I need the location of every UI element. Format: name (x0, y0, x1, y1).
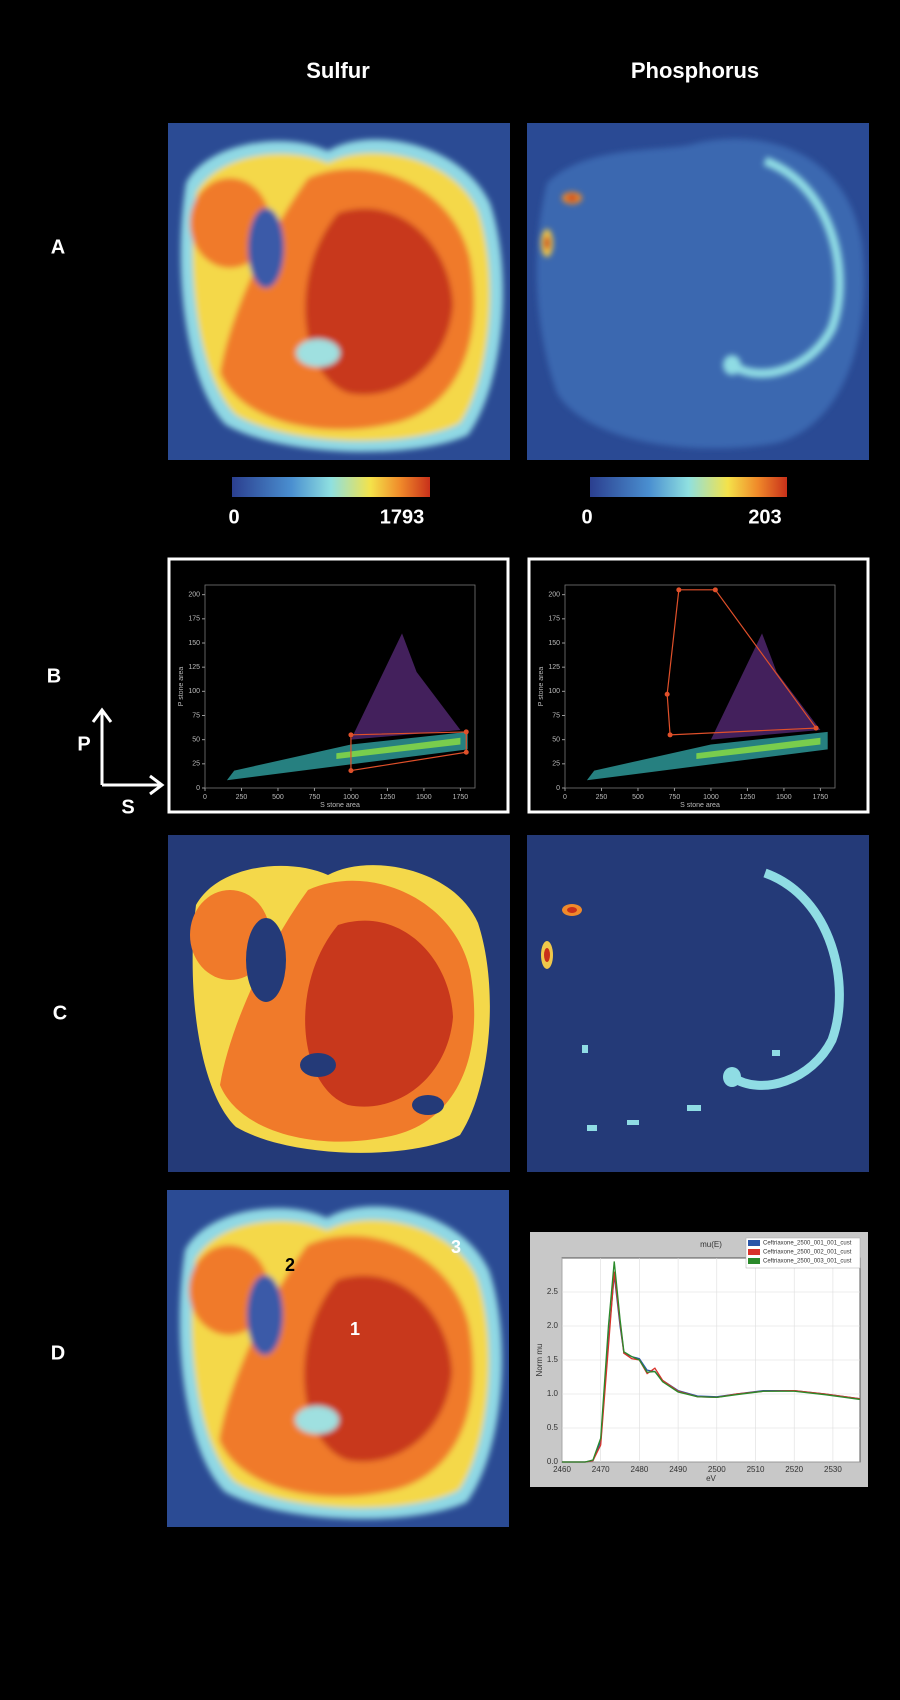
y-tick-label: 0.5 (547, 1423, 559, 1432)
y-tick-label: 1.0 (547, 1389, 559, 1398)
x-tick-label: 1750 (453, 794, 469, 801)
x-tick-label: 2470 (592, 1465, 610, 1474)
row-label: C (53, 1002, 67, 1024)
x-tick-label: 1000 (343, 794, 359, 801)
y-tick-label: 0 (196, 785, 200, 792)
y-tick-label: 125 (188, 664, 200, 671)
selection-vertex (464, 750, 469, 755)
x-tick-label: 1000 (703, 794, 719, 801)
selection-vertex (668, 732, 673, 737)
y-tick-label: 2.5 (547, 1287, 559, 1296)
y-tick-label: 100 (188, 688, 200, 695)
y-tick-label: 100 (548, 688, 560, 695)
x-tick-label: 750 (309, 794, 321, 801)
colorbar (590, 477, 787, 497)
selection-vertex (464, 729, 469, 734)
selection-vertex (348, 768, 353, 773)
column-title: Sulfur (306, 58, 370, 83)
x-tick-label: 500 (632, 794, 644, 801)
x-tick-label: 250 (236, 794, 248, 801)
y-tick-label: 175 (548, 616, 560, 623)
y-tick-label: 0.0 (547, 1457, 559, 1466)
x-tick-label: 2500 (708, 1465, 726, 1474)
x-axis-label: S stone area (320, 802, 360, 809)
phosphorus-selection-map (527, 835, 869, 1172)
selection-vertex (665, 692, 670, 697)
phosphorus-map (527, 123, 869, 460)
legend-label: Ceftriaxone_2500_003_001_cust (763, 1259, 852, 1265)
x-tick-label: 2460 (553, 1465, 571, 1474)
x-tick-label: 1250 (380, 794, 396, 801)
y-tick-label: 200 (548, 592, 560, 599)
y-tick-label: 75 (192, 712, 200, 719)
sulfur-map (168, 123, 510, 460)
row-label: B (47, 665, 61, 687)
selection-vertex (713, 587, 718, 592)
y-tick-label: 50 (192, 737, 200, 744)
x-tick-label: 0 (203, 794, 207, 801)
colorbar-min: 0 (581, 506, 592, 528)
x-tick-label: 2490 (669, 1465, 687, 1474)
colorbar-min: 0 (228, 506, 239, 528)
y-axis-label: P stone area (178, 667, 185, 707)
y-axis-label: Norm mu (535, 1344, 544, 1377)
x-tick-label: 2530 (824, 1465, 842, 1474)
x-tick-label: 250 (596, 794, 608, 801)
figure: Sulfur Phosphorus A B C D 0 1793 0 203 P… (0, 0, 900, 1700)
selection-vertex (348, 732, 353, 737)
axis-indicator-label: P (77, 733, 90, 755)
x-tick-label: 750 (669, 794, 681, 801)
colorbar (232, 477, 430, 497)
y-tick-label: 50 (552, 737, 560, 744)
selection-vertex (814, 726, 819, 731)
y-axis-label: P stone area (538, 667, 545, 707)
legend-swatch (748, 1249, 760, 1255)
x-tick-label: 0 (563, 794, 567, 801)
x-tick-label: 2520 (785, 1465, 803, 1474)
legend-swatch (748, 1240, 760, 1246)
colorbar-max: 1793 (380, 506, 425, 528)
x-axis-label: eV (706, 1474, 716, 1483)
x-tick-label: 1500 (416, 794, 432, 801)
x-axis-label: S stone area (680, 802, 720, 809)
row-label: A (51, 236, 65, 258)
y-tick-label: 125 (548, 664, 560, 671)
y-tick-label: 150 (548, 640, 560, 647)
column-title: Phosphorus (631, 58, 759, 83)
x-tick-label: 2480 (631, 1465, 649, 1474)
row-label: D (51, 1342, 65, 1364)
y-tick-label: 1.5 (547, 1355, 559, 1364)
selection-vertex (676, 587, 681, 592)
y-tick-label: 25 (192, 761, 200, 768)
y-tick-label: 2.0 (547, 1321, 559, 1330)
y-tick-label: 150 (188, 640, 200, 647)
y-tick-label: 25 (552, 761, 560, 768)
legend-label: Ceftriaxone_2500_002_001_cust (763, 1250, 852, 1256)
x-tick-label: 2510 (747, 1465, 765, 1474)
region-label: 2 (285, 1255, 295, 1275)
colorbar-max: 203 (748, 506, 781, 528)
x-tick-label: 1250 (740, 794, 756, 801)
axis-indicator-label: S (121, 796, 134, 818)
legend-swatch (748, 1258, 760, 1264)
chart-title: mu(E) (700, 1240, 722, 1249)
region-label: 1 (350, 1319, 360, 1339)
legend-label: Ceftriaxone_2500_001_001_cust (763, 1241, 852, 1247)
y-tick-label: 175 (188, 616, 200, 623)
sulfur-selection-map (168, 835, 510, 1172)
y-tick-label: 0 (556, 785, 560, 792)
y-tick-label: 200 (188, 592, 200, 599)
y-tick-label: 75 (552, 712, 560, 719)
x-tick-label: 1750 (813, 794, 829, 801)
x-tick-label: 500 (272, 794, 284, 801)
x-tick-label: 1500 (776, 794, 792, 801)
region-label: 3 (451, 1237, 461, 1257)
